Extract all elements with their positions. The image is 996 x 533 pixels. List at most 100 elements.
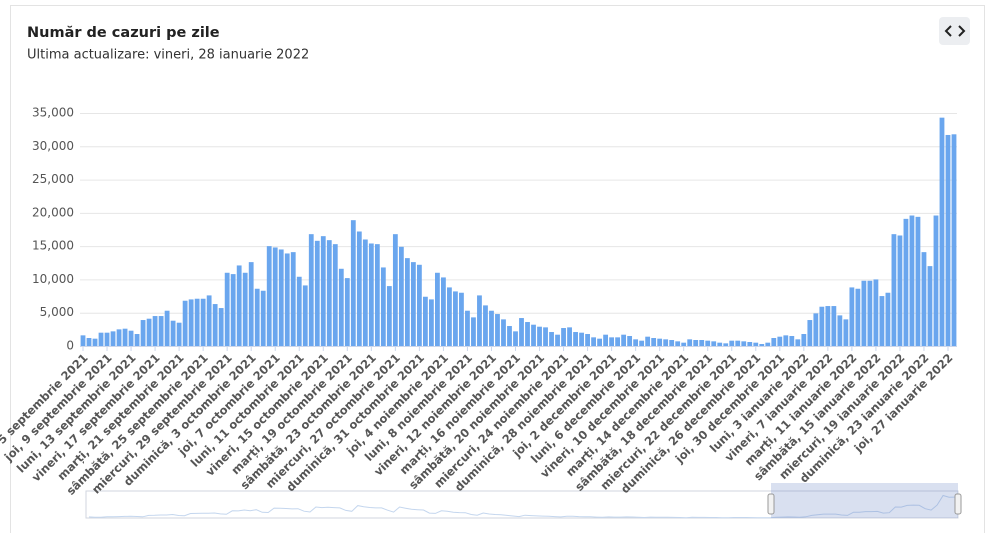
card — [10, 5, 985, 533]
bar — [639, 340, 645, 346]
bar — [158, 316, 164, 346]
y-tick-label: 35,000 — [32, 106, 74, 120]
bar — [681, 342, 687, 346]
bar — [951, 134, 957, 346]
bar — [927, 266, 933, 346]
bar — [128, 330, 134, 346]
bar — [939, 117, 945, 346]
bar — [302, 285, 308, 346]
y-tick-label: 20,000 — [32, 205, 74, 219]
bar — [693, 340, 699, 346]
bar — [699, 340, 705, 346]
bar — [386, 286, 392, 346]
bar — [795, 339, 801, 346]
y-tick-label: 25,000 — [32, 172, 74, 186]
bar — [711, 341, 717, 346]
bar — [104, 332, 110, 346]
bar — [543, 327, 548, 346]
bar — [362, 239, 368, 346]
bar — [561, 328, 566, 346]
bar — [555, 334, 560, 346]
bar — [242, 272, 248, 346]
bar — [747, 342, 753, 346]
bar — [771, 338, 777, 346]
navigator-series — [88, 494, 956, 519]
bar — [188, 299, 194, 346]
bar — [855, 288, 861, 346]
bar — [441, 277, 446, 346]
bar — [284, 253, 290, 346]
bar — [477, 295, 482, 346]
bar — [921, 252, 927, 346]
bar — [134, 334, 140, 346]
bar — [717, 342, 723, 346]
bar — [344, 278, 350, 346]
bar — [314, 240, 320, 346]
bar — [392, 234, 398, 346]
bar — [398, 246, 404, 346]
bar — [897, 235, 903, 346]
bar — [422, 296, 428, 346]
navigator-handle — [954, 493, 962, 515]
bar — [777, 336, 783, 346]
bar — [519, 318, 524, 346]
bar — [356, 231, 362, 346]
navigator[interactable] — [85, 483, 962, 519]
bar — [861, 280, 867, 346]
bar — [459, 292, 464, 346]
bar — [86, 338, 92, 346]
bar — [573, 332, 578, 346]
bar — [603, 334, 609, 346]
y-tick-label: 0 — [66, 339, 74, 353]
bar — [783, 335, 789, 346]
bar — [597, 338, 602, 346]
bar — [489, 310, 494, 346]
subtitle: Ultima actualizare: vineri, 28 ianuarie … — [27, 48, 309, 63]
bar — [789, 336, 795, 346]
bar — [338, 268, 344, 346]
bar — [849, 287, 855, 346]
bar — [350, 220, 356, 346]
bar — [80, 335, 86, 346]
bar — [831, 306, 837, 346]
bar — [513, 331, 518, 346]
bar — [705, 340, 711, 346]
navigator-track — [85, 490, 959, 519]
bar — [326, 240, 332, 346]
bar — [230, 274, 236, 346]
bar — [567, 327, 572, 346]
bar — [110, 331, 116, 346]
bar — [260, 290, 266, 346]
bar — [140, 320, 146, 346]
bar — [447, 287, 452, 346]
bar — [687, 339, 693, 346]
bar — [254, 288, 260, 346]
bar — [224, 272, 230, 346]
bar — [657, 338, 663, 346]
bar — [585, 334, 590, 346]
bar — [651, 338, 657, 346]
bar — [380, 267, 386, 346]
bar — [891, 234, 897, 346]
bar — [266, 246, 272, 346]
bar — [152, 316, 158, 346]
bar — [374, 244, 380, 346]
bar — [879, 296, 885, 346]
bar — [837, 315, 843, 346]
bar — [549, 332, 554, 346]
bar — [290, 252, 296, 346]
bar — [525, 322, 530, 346]
bar — [170, 320, 176, 346]
bar — [272, 247, 278, 346]
bar — [404, 258, 410, 346]
bar — [609, 337, 615, 346]
bar — [531, 324, 536, 346]
bar — [819, 306, 825, 346]
embed-button[interactable] — [939, 17, 970, 45]
bar — [248, 262, 254, 346]
bar — [843, 319, 849, 346]
bar — [945, 134, 951, 346]
bar — [212, 304, 218, 346]
bar — [428, 299, 434, 346]
bar — [98, 332, 104, 346]
